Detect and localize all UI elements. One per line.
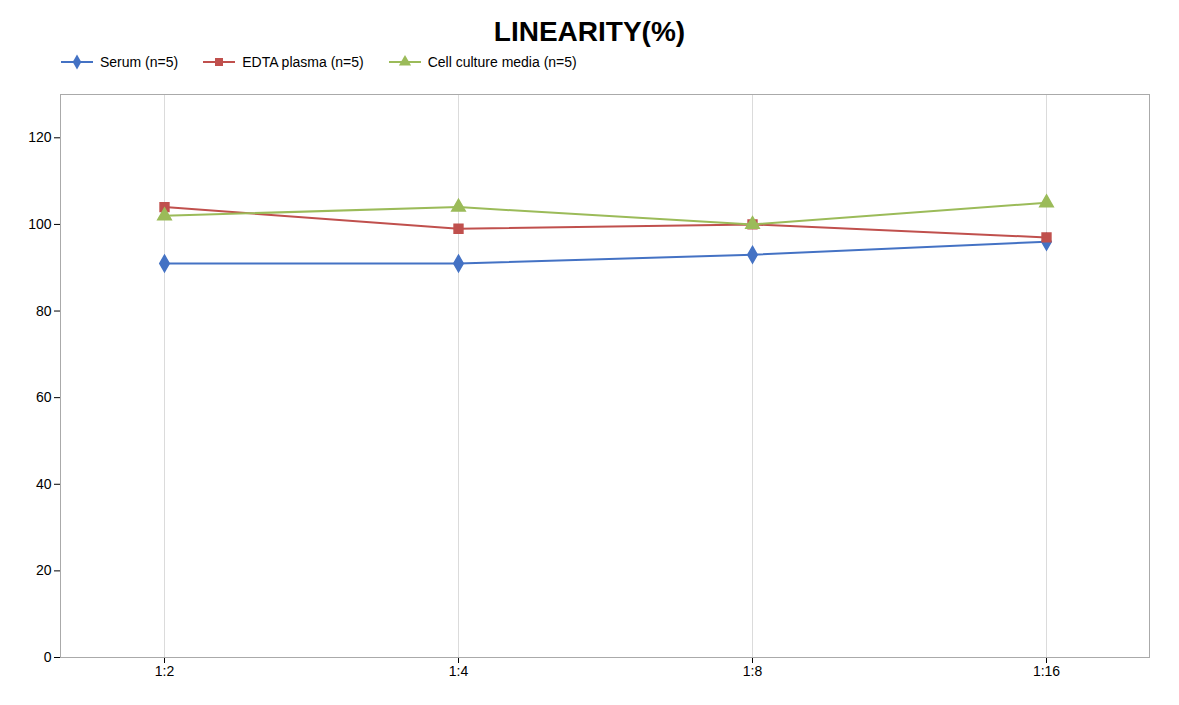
svg-text:1:16: 1:16 bbox=[1033, 663, 1060, 679]
svg-text:1:2: 1:2 bbox=[155, 663, 175, 679]
svg-text:1:8: 1:8 bbox=[743, 663, 763, 679]
svg-text:20: 20 bbox=[36, 562, 52, 578]
html-text:LINEARITY(%): LINEARITY(%) bbox=[493, 16, 686, 47]
html-text:Serum (n=5): Serum (n=5) bbox=[100, 54, 179, 70]
html-text:Cell culture media (n=5): Cell culture media (n=5) bbox=[427, 54, 577, 70]
html-text:EDTA plasma (n=5): EDTA plasma (n=5) bbox=[242, 54, 364, 70]
svg-text:100: 100 bbox=[28, 216, 52, 232]
svg-text:1:4: 1:4 bbox=[449, 663, 469, 679]
svg-text:80: 80 bbox=[36, 303, 52, 319]
svg-text:120: 120 bbox=[28, 129, 52, 145]
svg-text:0: 0 bbox=[44, 649, 52, 665]
svg-text:60: 60 bbox=[36, 389, 52, 405]
svg-text:40: 40 bbox=[36, 476, 52, 492]
